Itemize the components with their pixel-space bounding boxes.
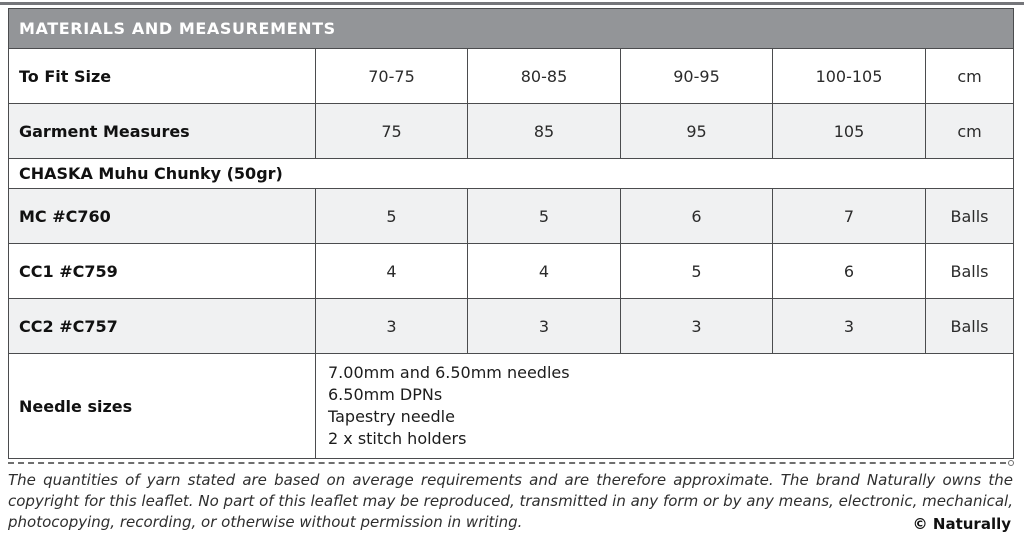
needle-line-4: 2 x stitch holders <box>328 429 467 448</box>
garment-value-1: 75 <box>315 103 468 159</box>
yarn-cc2-value-2: 3 <box>467 298 621 354</box>
to-fit-size-label: To Fit Size <box>8 48 316 104</box>
table-title: MATERIALS AND MEASUREMENTS <box>7 8 1015 49</box>
size-unit: cm <box>924 48 1015 104</box>
yarn-cc1-value-1: 4 <box>315 243 468 299</box>
yarn-cc2-label: CC2 #C757 <box>8 298 316 354</box>
yarn-mc-value-4: 7 <box>772 188 926 244</box>
yarn-cc1-value-2: 4 <box>467 243 621 299</box>
garment-unit: cm <box>924 103 1015 159</box>
yarn-cc2-value-3: 3 <box>620 298 773 354</box>
yarn-row-cc1: CC1 #C759 4 4 5 6 Balls <box>8 243 1015 299</box>
yarn-section-row: CHASKA Muhu Chunky (50gr) <box>7 158 1015 189</box>
yarn-cc2-value-1: 3 <box>315 298 468 354</box>
size-value-4: 100-105 <box>772 48 926 104</box>
size-value-3: 90-95 <box>620 48 773 104</box>
yarn-mc-unit: Balls <box>924 188 1015 244</box>
materials-measurements-table: MATERIALS AND MEASUREMENTS To Fit Size 7… <box>7 8 1015 459</box>
page-edge-rule <box>0 2 1024 5</box>
dashed-cut-line <box>8 460 1014 466</box>
size-value-2: 80-85 <box>467 48 621 104</box>
garment-value-3: 95 <box>620 103 773 159</box>
yarn-cc2-unit: Balls <box>924 298 1015 354</box>
needle-sizes-label: Needle sizes <box>8 353 316 459</box>
yarn-row-cc2: CC2 #C757 3 3 3 3 Balls <box>8 298 1015 354</box>
table-header-row: MATERIALS AND MEASUREMENTS <box>7 8 1015 49</box>
needle-line-2: 6.50mm DPNs <box>328 385 443 404</box>
size-value-1: 70-75 <box>315 48 468 104</box>
yarn-cc1-value-3: 5 <box>620 243 773 299</box>
cut-line-end-ring <box>1008 460 1014 466</box>
copyright-brand: © Naturally <box>904 515 1011 533</box>
garment-measures-row: Garment Measures 75 85 95 105 cm <box>8 103 1015 159</box>
needle-line-3: Tapestry needle <box>328 407 455 426</box>
yarn-mc-label: MC #C760 <box>8 188 316 244</box>
footer: The quantities of yarn stated are based … <box>8 470 1013 533</box>
yarn-mc-value-3: 6 <box>620 188 773 244</box>
yarn-cc2-value-4: 3 <box>772 298 926 354</box>
yarn-cc1-unit: Balls <box>924 243 1015 299</box>
needle-line-1: 7.00mm and 6.50mm needles <box>328 363 570 382</box>
yarn-cc1-label: CC1 #C759 <box>8 243 316 299</box>
yarn-section-title: CHASKA Muhu Chunky (50gr) <box>7 158 1015 189</box>
garment-value-4: 105 <box>772 103 926 159</box>
yarn-mc-value-2: 5 <box>467 188 621 244</box>
garment-measures-label: Garment Measures <box>8 103 316 159</box>
needle-sizes-content: 7.00mm and 6.50mm needles 6.50mm DPNs Ta… <box>314 353 1015 459</box>
yarn-cc1-value-4: 6 <box>772 243 926 299</box>
needle-sizes-row: Needle sizes 7.00mm and 6.50mm needles 6… <box>8 353 1015 459</box>
yarn-row-mc: MC #C760 5 5 6 7 Balls <box>8 188 1015 244</box>
to-fit-size-row: To Fit Size 70-75 80-85 90-95 100-105 cm <box>8 48 1015 104</box>
yarn-mc-value-1: 5 <box>315 188 468 244</box>
garment-value-2: 85 <box>467 103 621 159</box>
copyright-disclaimer-text: The quantities of yarn stated are based … <box>8 471 1013 531</box>
